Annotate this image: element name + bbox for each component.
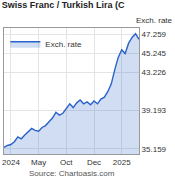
svg-text:May: May [31,158,46,167]
svg-text:Source: Chartoasis.com: Source: Chartoasis.com [29,169,115,178]
svg-text:2024: 2024 [2,158,20,167]
svg-text:Oct: Oct [60,158,73,167]
svg-text:35.159: 35.159 [142,145,167,154]
svg-text:39.193: 39.193 [142,106,167,115]
svg-text:45.245: 45.245 [142,49,167,58]
svg-text:Dec: Dec [87,158,101,167]
svg-text:Exch. rate: Exch. rate [136,16,173,25]
svg-text:43.226: 43.226 [142,68,167,77]
svg-text:Swiss Franc / Turkish Lira (C: Swiss Franc / Turkish Lira (C [2,0,125,10]
svg-text:47.259: 47.259 [142,30,167,39]
svg-text:Exch. rate: Exch. rate [45,40,82,49]
svg-text:2025: 2025 [113,158,131,167]
